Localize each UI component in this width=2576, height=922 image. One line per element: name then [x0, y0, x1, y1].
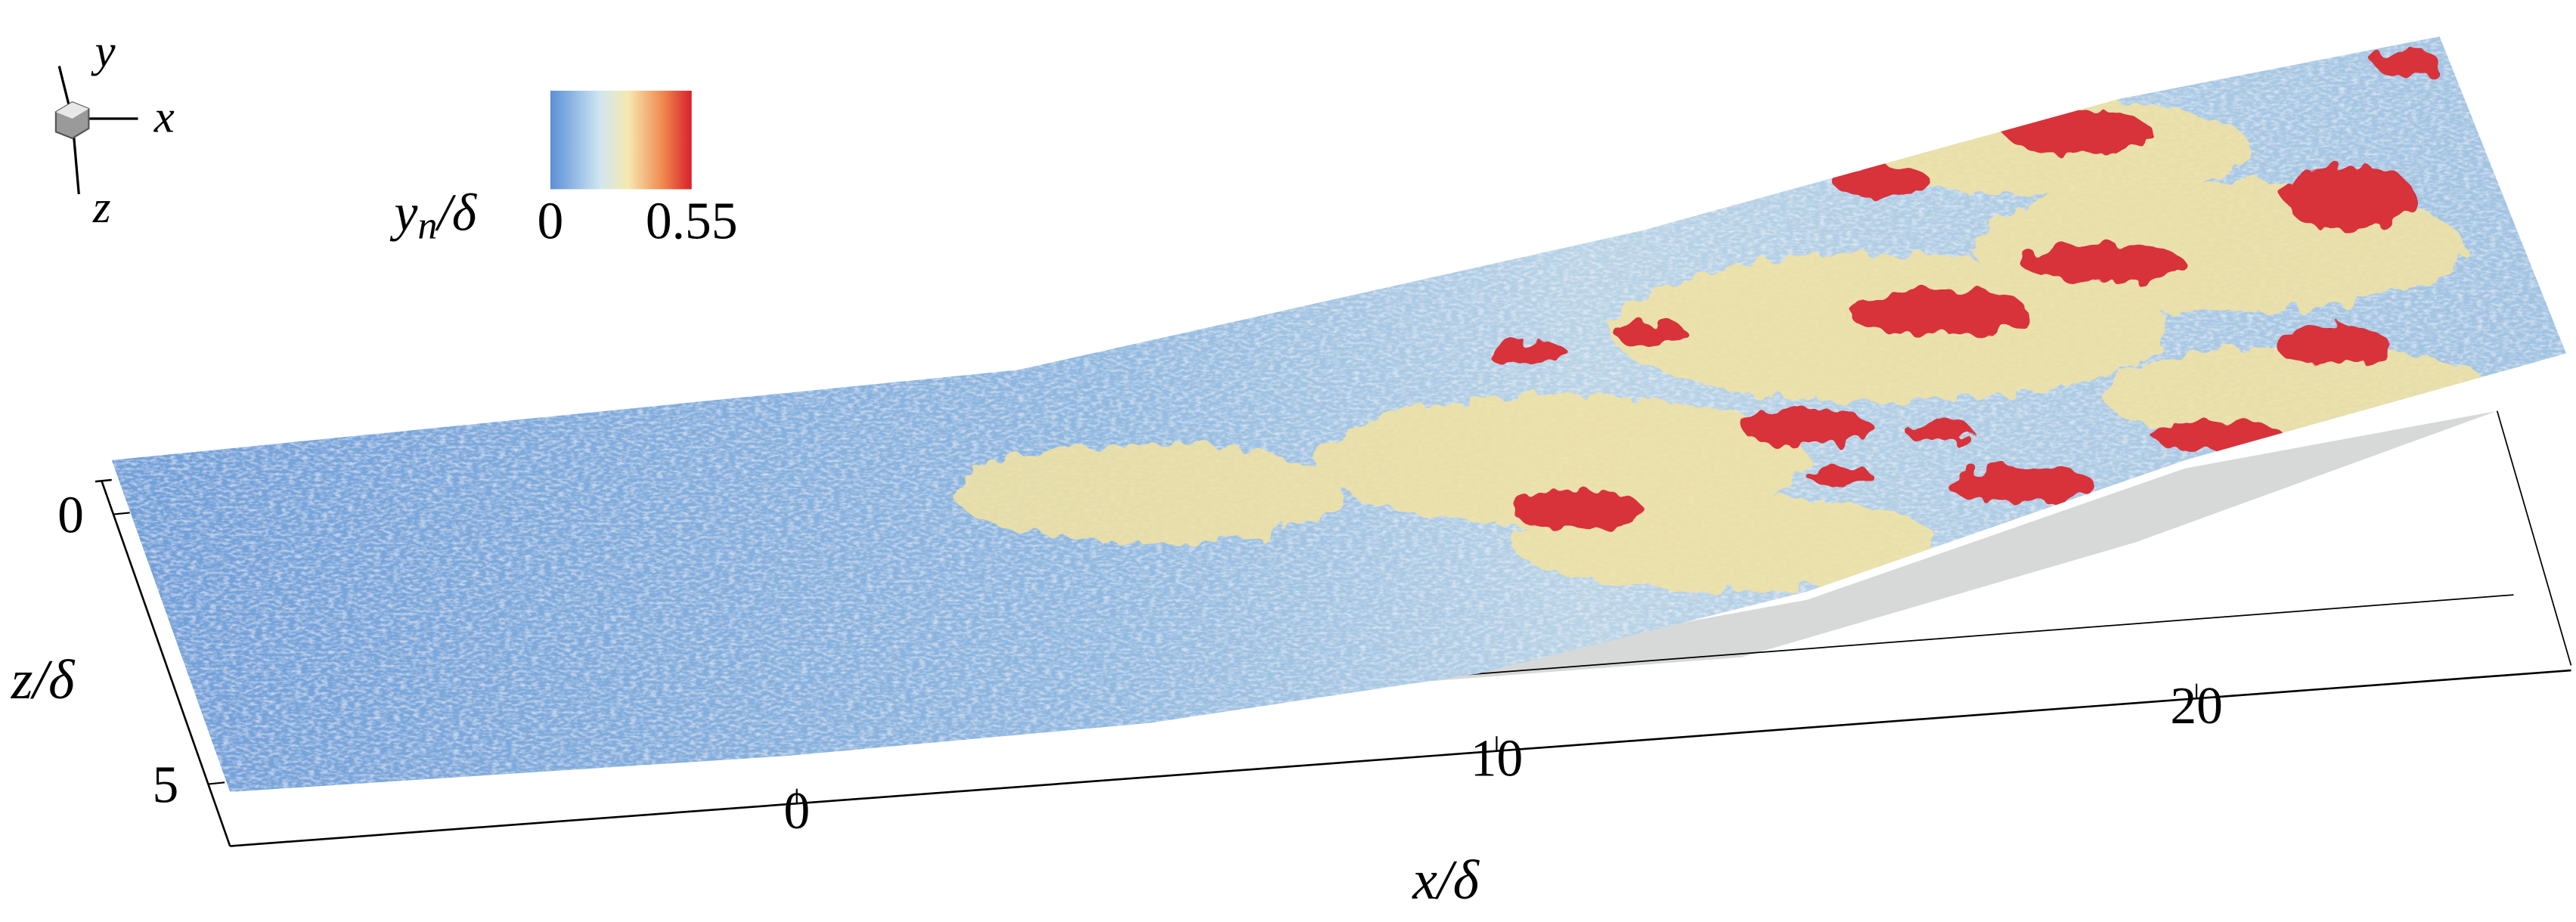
x-tick-label: 0	[783, 782, 810, 840]
x-tick-label: 20	[2170, 677, 2223, 735]
right-edge	[2496, 410, 2572, 666]
orientation-triad: y x z	[54, 26, 175, 233]
z-tick-label: 5	[153, 756, 179, 814]
x-tick-label: 10	[1471, 729, 1524, 787]
z-axis-line	[101, 481, 231, 846]
colorbar-symbol: y	[390, 184, 418, 243]
axis-corner	[95, 478, 112, 483]
colorbar-tick-label: 0.55	[646, 193, 738, 251]
surface-shadow	[1314, 410, 2497, 691]
triad-y: y	[91, 26, 116, 76]
x-axis-label: x/δ	[1412, 849, 1480, 911]
colorbar-label: yn/δ	[390, 184, 478, 248]
x-axis-line	[230, 669, 2571, 847]
colorbar-subscript: n	[417, 205, 437, 248]
triad-x: x	[153, 91, 175, 142]
colorbar-rest: /δ	[434, 184, 477, 243]
z-axis-label: z/δ	[11, 648, 76, 710]
z-tick-label: 0	[57, 486, 84, 544]
colorbar	[550, 91, 692, 190]
colorbar-tick-label: 0	[538, 193, 564, 251]
triad-z: z	[92, 182, 111, 233]
z-tick	[113, 512, 130, 515]
z-tick	[208, 781, 225, 785]
